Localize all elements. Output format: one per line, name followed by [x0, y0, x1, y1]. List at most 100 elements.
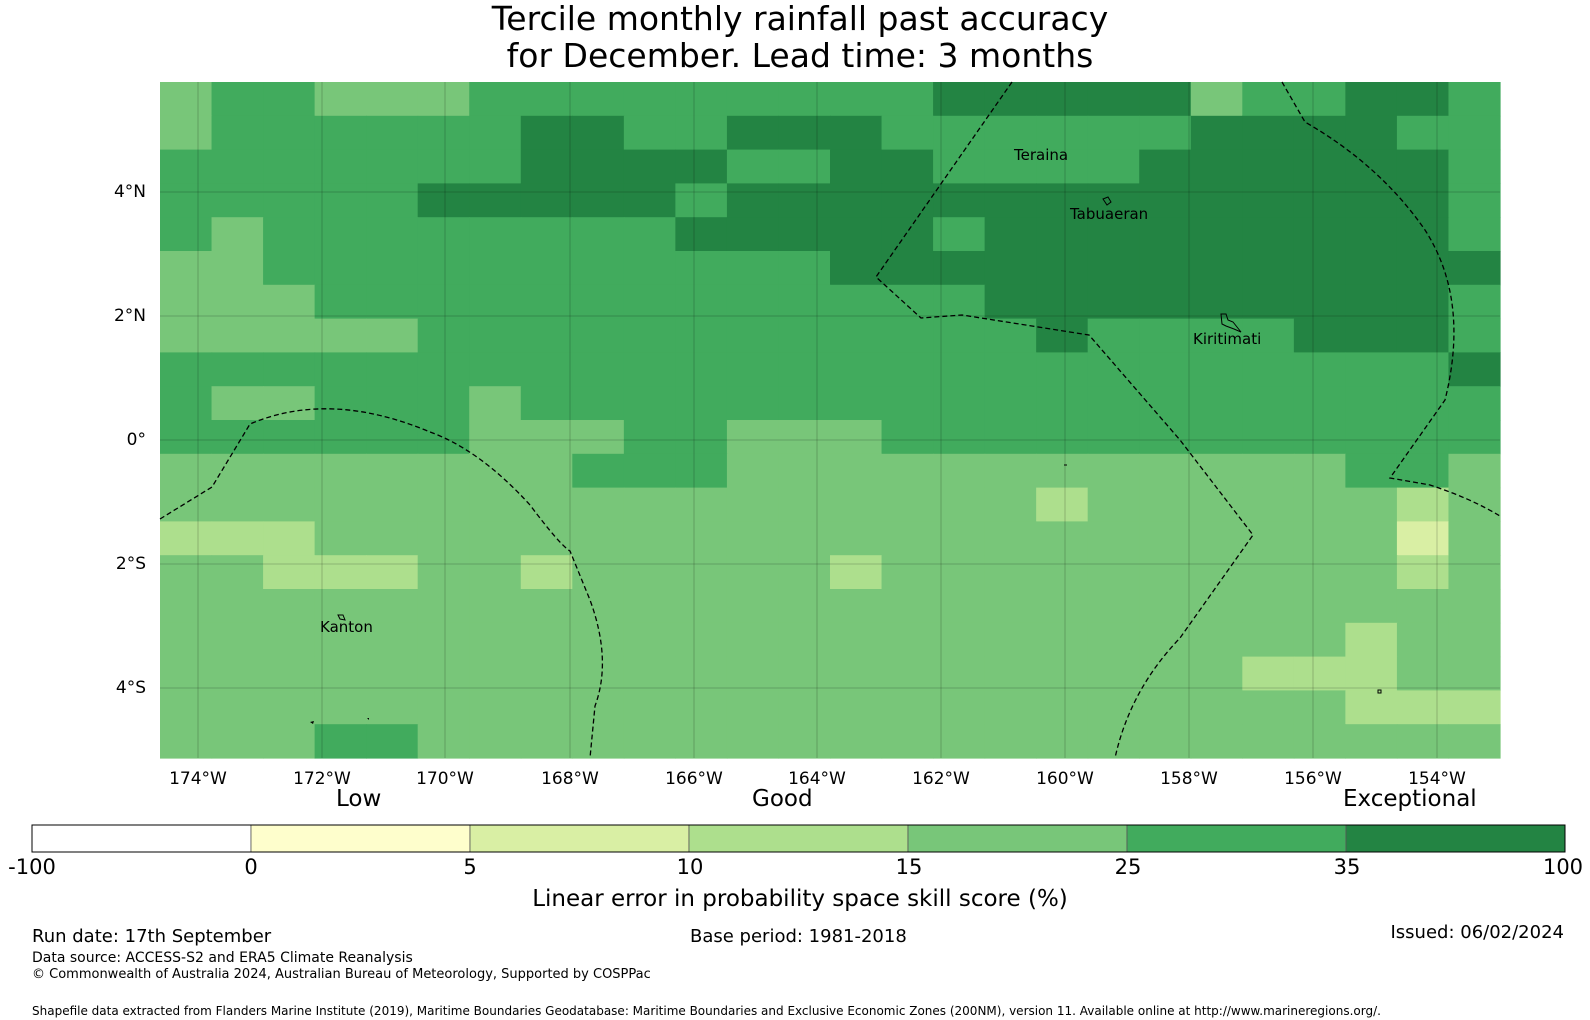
skill-cell — [1139, 453, 1192, 489]
skill-cell — [984, 115, 1037, 151]
place-label-kanton: Kanton — [320, 618, 373, 636]
skill-cell — [830, 453, 883, 489]
skill-cell — [1139, 217, 1192, 252]
base-period: Base period: 1981-2018 — [690, 926, 907, 947]
skill-cell — [469, 352, 522, 387]
skill-cell — [1139, 82, 1192, 117]
skill-cell — [726, 555, 780, 590]
skill-cell — [1242, 724, 1295, 759]
skill-cell — [366, 149, 419, 184]
skill-cell — [211, 284, 264, 320]
skill-cell — [1036, 149, 1089, 184]
skill-cell — [1242, 656, 1295, 691]
skill-cell — [675, 622, 728, 658]
skill-cell — [1448, 724, 1501, 759]
skill-cell — [933, 622, 986, 658]
skill-cell — [1293, 352, 1346, 387]
skill-cell — [1293, 622, 1346, 658]
skill-cell — [469, 724, 522, 759]
skill-cell — [1396, 386, 1450, 421]
skill-cell — [520, 217, 573, 252]
skill-cell — [933, 115, 986, 151]
skill-cell — [726, 420, 780, 455]
skill-cell — [1448, 656, 1501, 691]
eez-boundary-phoenix — [159, 408, 604, 759]
colorbar-outline — [31, 824, 1566, 853]
skill-cell — [1190, 487, 1243, 522]
skill-cell — [623, 318, 676, 353]
skill-cell — [1396, 521, 1450, 556]
skill-cell — [1087, 386, 1140, 421]
skill-cell — [675, 115, 728, 151]
skill-cell — [726, 251, 780, 286]
skill-cell — [623, 453, 676, 489]
skill-cell — [1293, 149, 1346, 184]
skill-cell — [1345, 251, 1398, 286]
skill-cell — [1345, 352, 1398, 387]
skill-cell — [675, 217, 728, 252]
skill-cell — [1036, 589, 1089, 624]
skill-cell — [160, 217, 213, 252]
lon-tick-label: 174°W — [169, 769, 227, 789]
skill-cell — [366, 318, 419, 353]
skill-cell — [1190, 115, 1243, 151]
skill-cell — [1293, 453, 1346, 489]
skill-cell — [933, 420, 986, 455]
skill-cell — [1036, 251, 1089, 286]
skill-cell — [263, 352, 316, 387]
skill-cell — [778, 251, 831, 286]
skill-cell — [623, 690, 676, 725]
skill-cell — [572, 318, 625, 353]
skill-cell — [263, 386, 316, 421]
skill-cell — [1345, 217, 1398, 252]
skill-cell — [675, 386, 728, 421]
skill-cell — [1345, 487, 1398, 522]
skill-cell — [314, 352, 367, 387]
skill-cell — [1396, 284, 1450, 320]
skill-cell — [1036, 521, 1089, 556]
skill-cell — [160, 487, 213, 522]
lat-tick-label: 4°N — [113, 182, 146, 202]
skill-cell — [1293, 487, 1346, 522]
skill-cell — [314, 318, 367, 353]
skill-cell — [1293, 521, 1346, 556]
skill-cell — [675, 420, 728, 455]
skill-cell — [469, 115, 522, 151]
colorbar-tick-label: 5 — [463, 855, 477, 879]
skill-cell — [366, 217, 419, 252]
skill-cell — [263, 183, 316, 218]
skill-cell — [1345, 521, 1398, 556]
skill-cell — [984, 622, 1037, 658]
skill-cell — [1139, 284, 1192, 320]
skill-cell — [1242, 386, 1295, 421]
skill-cell — [984, 352, 1037, 387]
skill-cell — [1087, 183, 1140, 218]
skill-cell — [778, 622, 831, 658]
colorbar-tick-label: 100 — [1542, 855, 1584, 879]
lon-tick-label: 170°W — [416, 769, 474, 789]
skill-cell — [211, 183, 264, 218]
lon-tick-label: 164°W — [788, 769, 846, 789]
skill-cell — [1087, 555, 1140, 590]
skill-cell — [1448, 217, 1501, 252]
place-label-teraina: Teraina — [1014, 146, 1069, 164]
skill-cell — [1396, 487, 1450, 522]
skill-cell — [726, 217, 780, 252]
skill-cell — [417, 82, 470, 117]
skill-cell — [881, 656, 934, 691]
skill-cell — [726, 149, 780, 184]
lat-tick-label: 2°S — [115, 554, 146, 574]
skill-cell — [1036, 284, 1089, 320]
skill-cell — [675, 589, 728, 624]
skill-cell — [623, 386, 676, 421]
skill-cell — [984, 284, 1037, 320]
skill-cell — [263, 82, 316, 117]
skill-cell — [881, 555, 934, 590]
skill-cell — [1448, 82, 1501, 117]
skill-cell — [366, 487, 419, 522]
skill-cell — [160, 183, 213, 218]
skill-cell — [211, 656, 264, 691]
skill-cell — [1448, 115, 1501, 151]
colorbar-tick-label: 35 — [1333, 855, 1361, 879]
skill-cell — [1242, 82, 1295, 117]
